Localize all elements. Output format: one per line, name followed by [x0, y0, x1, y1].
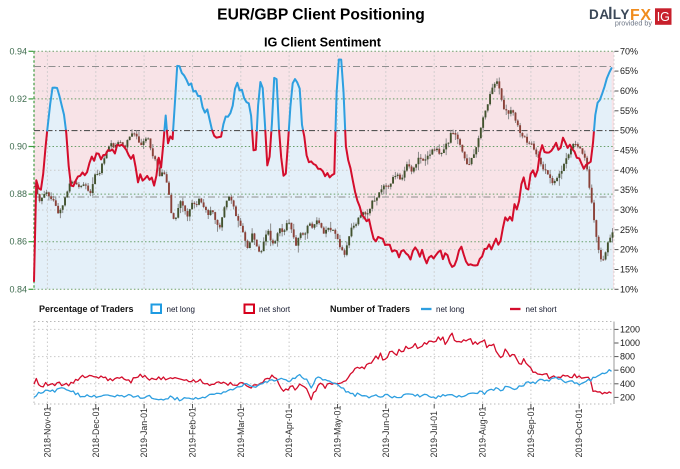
svg-text:2018-Nov-01: 2018-Nov-01 [42, 407, 52, 458]
svg-text:70%: 70% [620, 46, 638, 56]
svg-text:EUR/GBP Client Positioning: EUR/GBP Client Positioning [217, 6, 425, 23]
svg-text:Percentage of Traders: Percentage of Traders [39, 304, 134, 314]
svg-text:30%: 30% [620, 205, 638, 215]
svg-text:FX: FX [630, 7, 652, 24]
svg-text:2019-Oct-01: 2019-Oct-01 [574, 408, 584, 457]
svg-text:55%: 55% [620, 106, 638, 116]
svg-text:10%: 10% [620, 284, 638, 294]
svg-text:60%: 60% [620, 86, 638, 96]
svg-text:0.90: 0.90 [9, 142, 27, 152]
svg-text:IG Client Sentiment: IG Client Sentiment [264, 36, 382, 50]
svg-text:2019-May-01: 2019-May-01 [333, 406, 343, 458]
svg-text:15%: 15% [620, 265, 638, 275]
svg-text:1000: 1000 [620, 338, 640, 348]
svg-text:65%: 65% [620, 66, 638, 76]
svg-text:1200: 1200 [620, 324, 640, 334]
svg-text:net short: net short [259, 305, 291, 314]
svg-text:20%: 20% [620, 245, 638, 255]
svg-text:800: 800 [620, 352, 635, 362]
svg-text:Number of Traders: Number of Traders [330, 304, 410, 314]
svg-text:net long: net long [436, 305, 464, 314]
svg-text:2019-Aug-01: 2019-Aug-01 [478, 407, 488, 458]
svg-text:400: 400 [620, 379, 635, 389]
svg-text:IG: IG [657, 10, 670, 24]
svg-text:600: 600 [620, 365, 635, 375]
svg-text:net long: net long [167, 305, 195, 314]
svg-text:50%: 50% [620, 126, 638, 136]
svg-text:DA: DA [589, 7, 610, 22]
svg-text:0.86: 0.86 [9, 237, 27, 247]
svg-text:2019-Jul-01: 2019-Jul-01 [429, 411, 439, 458]
svg-text:2019-Jun-01: 2019-Jun-01 [381, 408, 391, 458]
svg-text:2018-Dec-01: 2018-Dec-01 [91, 407, 101, 458]
svg-text:2019-Mar-01: 2019-Mar-01 [236, 407, 246, 457]
svg-text:25%: 25% [620, 225, 638, 235]
svg-text:2019-Apr-01: 2019-Apr-01 [284, 408, 294, 457]
svg-text:net short: net short [526, 305, 558, 314]
svg-text:45%: 45% [620, 146, 638, 156]
svg-text:2019-Jan-01: 2019-Jan-01 [139, 408, 149, 458]
svg-text:LY: LY [613, 7, 630, 22]
svg-text:40%: 40% [620, 165, 638, 175]
svg-text:2019-Feb-01: 2019-Feb-01 [188, 407, 198, 457]
svg-text:0.92: 0.92 [9, 94, 27, 104]
svg-text:35%: 35% [620, 185, 638, 195]
svg-text:200: 200 [620, 392, 635, 402]
svg-text:2019-Sep-01: 2019-Sep-01 [526, 407, 536, 458]
svg-text:0.88: 0.88 [9, 189, 27, 199]
svg-text:0.84: 0.84 [9, 284, 27, 294]
svg-text:0.94: 0.94 [9, 46, 27, 56]
svg-text:provided by: provided by [615, 18, 653, 27]
